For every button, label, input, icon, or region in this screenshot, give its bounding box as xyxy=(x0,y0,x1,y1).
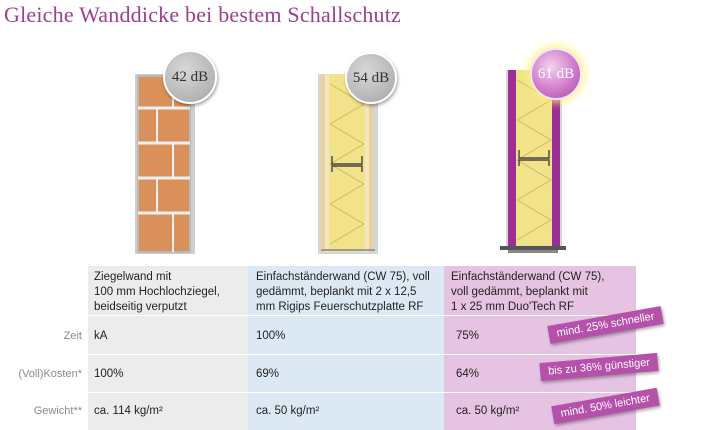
cell-kosten-brick: 100% xyxy=(94,368,124,380)
cell-kosten-drywall: 69% xyxy=(256,368,280,380)
duotech-wall-illustration xyxy=(500,70,566,253)
drywall-insulated-illustration xyxy=(318,74,378,254)
page-title: Gleiche Wanddicke bei bestem Schallschut… xyxy=(4,2,402,27)
row-label-gewicht: Gewicht** xyxy=(33,405,82,417)
header-line: Einfachständerwand (CW 75), xyxy=(451,271,605,283)
sound-rating-badge-2: 54 dB xyxy=(345,52,397,104)
header-line: voll gedämmt, beplankt mit xyxy=(451,286,588,298)
column-drywall-bg xyxy=(248,266,444,430)
header-line: 1 x 25 mm Duo'Tech RF xyxy=(451,301,574,313)
row-divider xyxy=(88,315,636,316)
cell-gewicht-duotech: ca. 50 kg/m² xyxy=(456,405,520,417)
row-divider xyxy=(88,392,636,393)
header-line: Einfachständerwand (CW 75), voll xyxy=(256,271,430,283)
header-line: Ziegelwand mit xyxy=(94,271,172,283)
header-duotech: Einfachständerwand (CW 75), voll gedämmt… xyxy=(451,270,631,315)
sound-rating-badge-1: 42 dB xyxy=(163,50,217,104)
header-line: gedämmt, beplankt mit 2 x 12,5 xyxy=(256,286,417,298)
column-brick-bg xyxy=(88,266,248,430)
row-divider xyxy=(88,354,636,355)
header-line: 100 mm Hochlochziegel, xyxy=(94,286,220,298)
brick-wall-illustration xyxy=(135,74,195,254)
header-line: mm Rigips Feuerschutzplatte RF xyxy=(256,301,424,313)
row-label-zeit: Zeit xyxy=(63,330,82,342)
cell-zeit-drywall: 100% xyxy=(256,330,286,342)
cell-zeit-duotech: 75% xyxy=(456,330,480,342)
row-label-kosten: (Voll)Kosten* xyxy=(18,368,82,380)
sound-rating-badge-3: 61 dB xyxy=(530,48,582,100)
header-brick: Ziegelwand mit 100 mm Hochlochziegel, be… xyxy=(94,270,244,315)
cell-gewicht-brick: ca. 114 kg/m² xyxy=(94,405,163,417)
header-line: beidseitig verputzt xyxy=(94,301,187,313)
cell-gewicht-drywall: ca. 50 kg/m² xyxy=(256,405,320,417)
header-drywall: Einfachständerwand (CW 75), voll gedämmt… xyxy=(256,270,442,315)
cell-zeit-brick: kA xyxy=(94,330,108,342)
cell-kosten-duotech: 64% xyxy=(456,368,480,380)
